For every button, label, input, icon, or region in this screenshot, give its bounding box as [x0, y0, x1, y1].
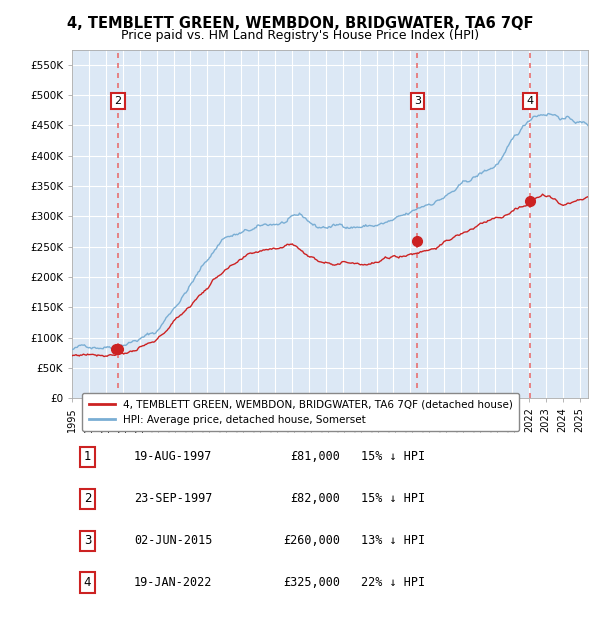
Text: 22% ↓ HPI: 22% ↓ HPI — [361, 576, 425, 589]
Text: 3: 3 — [84, 534, 91, 547]
Legend: 4, TEMBLETT GREEN, WEMBDON, BRIDGWATER, TA6 7QF (detached house), HPI: Average p: 4, TEMBLETT GREEN, WEMBDON, BRIDGWATER, … — [82, 393, 519, 431]
Text: £81,000: £81,000 — [290, 451, 340, 463]
Text: 4: 4 — [526, 96, 533, 106]
Text: 2: 2 — [115, 96, 122, 106]
Text: 13% ↓ HPI: 13% ↓ HPI — [361, 534, 425, 547]
Text: £325,000: £325,000 — [283, 576, 340, 589]
Text: 19-JAN-2022: 19-JAN-2022 — [134, 576, 212, 589]
Text: 2: 2 — [84, 492, 91, 505]
Text: £260,000: £260,000 — [283, 534, 340, 547]
Text: 02-JUN-2015: 02-JUN-2015 — [134, 534, 212, 547]
Text: 23-SEP-1997: 23-SEP-1997 — [134, 492, 212, 505]
Text: 1: 1 — [84, 451, 91, 463]
Text: 3: 3 — [414, 96, 421, 106]
Text: £82,000: £82,000 — [290, 492, 340, 505]
Text: 4: 4 — [84, 576, 91, 589]
Text: Price paid vs. HM Land Registry's House Price Index (HPI): Price paid vs. HM Land Registry's House … — [121, 29, 479, 42]
Text: 15% ↓ HPI: 15% ↓ HPI — [361, 492, 425, 505]
Text: 4, TEMBLETT GREEN, WEMBDON, BRIDGWATER, TA6 7QF: 4, TEMBLETT GREEN, WEMBDON, BRIDGWATER, … — [67, 16, 533, 30]
Text: 15% ↓ HPI: 15% ↓ HPI — [361, 451, 425, 463]
Text: 19-AUG-1997: 19-AUG-1997 — [134, 451, 212, 463]
